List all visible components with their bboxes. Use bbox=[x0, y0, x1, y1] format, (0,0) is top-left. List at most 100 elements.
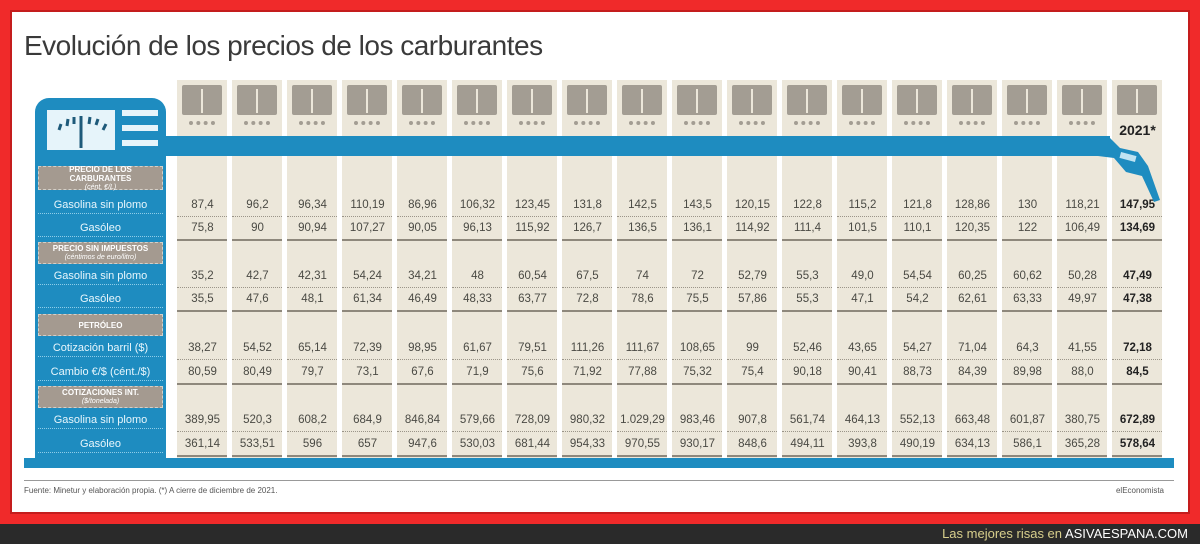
row-divider bbox=[947, 431, 997, 432]
row-divider bbox=[1057, 359, 1107, 360]
section-divider bbox=[782, 455, 832, 457]
table-cell: 907,8 bbox=[738, 414, 767, 426]
year-column bbox=[1112, 80, 1162, 458]
section-divider bbox=[672, 455, 722, 457]
section-divider bbox=[617, 455, 667, 457]
table-cell: 52,46 bbox=[793, 342, 822, 354]
section-divider bbox=[342, 455, 392, 457]
row-divider bbox=[617, 287, 667, 288]
table-cell: 84,39 bbox=[958, 366, 987, 378]
table-cell: 86,96 bbox=[408, 199, 437, 211]
row-divider bbox=[947, 216, 997, 217]
table-cell: 111,4 bbox=[793, 222, 822, 234]
table-cell: 61,34 bbox=[353, 293, 382, 305]
table-cell: 47,1 bbox=[851, 293, 874, 305]
row-divider bbox=[177, 287, 227, 288]
row-divider bbox=[892, 359, 942, 360]
row-divider bbox=[947, 287, 997, 288]
row-divider bbox=[397, 287, 447, 288]
table-cell: 48,1 bbox=[301, 293, 324, 305]
pump-digits-icon bbox=[409, 121, 435, 125]
row-divider bbox=[672, 359, 722, 360]
gauge-icon bbox=[1007, 85, 1047, 115]
pump-digits-icon bbox=[574, 121, 600, 125]
section-divider bbox=[727, 383, 777, 385]
row-divider bbox=[1002, 431, 1052, 432]
table-cell: 74 bbox=[636, 270, 649, 282]
pump-display-line bbox=[122, 125, 158, 131]
row-label: Gasolina sin plomo bbox=[38, 270, 163, 285]
section-divider bbox=[452, 239, 502, 241]
table-cell: 72 bbox=[691, 270, 704, 282]
table-cell: 533,51 bbox=[239, 438, 276, 450]
section-divider bbox=[232, 239, 282, 241]
pump-digits-icon bbox=[189, 121, 215, 125]
table-cell: 75,6 bbox=[521, 366, 544, 378]
section-title: PETRÓLEO bbox=[78, 320, 123, 330]
pump-digits-icon bbox=[849, 121, 875, 125]
section-divider bbox=[892, 455, 942, 457]
section-title: PRECIO DE LOS CARBURANTES bbox=[69, 164, 132, 183]
table-cell: 72,8 bbox=[576, 293, 599, 305]
row-divider bbox=[947, 359, 997, 360]
table-cell: 35,2 bbox=[191, 270, 214, 282]
section-divider bbox=[1002, 455, 1052, 457]
section-divider bbox=[1112, 383, 1162, 385]
table-cell: 57,86 bbox=[738, 293, 767, 305]
row-divider bbox=[452, 287, 502, 288]
table-cell: 389,95 bbox=[184, 414, 221, 426]
row-divider bbox=[342, 287, 392, 288]
section-divider bbox=[727, 239, 777, 241]
table-cell: 54,54 bbox=[903, 270, 932, 282]
row-divider bbox=[287, 359, 337, 360]
table-cell: 60,54 bbox=[518, 270, 547, 282]
table-cell: 55,3 bbox=[796, 270, 819, 282]
year-band bbox=[165, 136, 1110, 156]
table-cell: 90,18 bbox=[793, 366, 822, 378]
section-divider bbox=[947, 455, 997, 457]
gauge-icon bbox=[237, 85, 277, 115]
table-cell: 98,95 bbox=[408, 342, 437, 354]
row-divider bbox=[1002, 216, 1052, 217]
gauge-icon bbox=[732, 85, 772, 115]
section-divider bbox=[1002, 239, 1052, 241]
table-cell: 464,13 bbox=[844, 414, 881, 426]
section-divider bbox=[562, 455, 612, 457]
row-divider bbox=[617, 216, 667, 217]
watermark-site[interactable]: ASIVAESPANA.COM bbox=[1064, 526, 1188, 541]
section-divider bbox=[727, 310, 777, 312]
table-cell: 75,5 bbox=[686, 293, 709, 305]
table-cell: 72,18 bbox=[1123, 342, 1152, 354]
section-divider bbox=[947, 239, 997, 241]
row-divider bbox=[232, 216, 282, 217]
section-divider bbox=[397, 455, 447, 457]
section-divider bbox=[782, 310, 832, 312]
table-cell: 34,21 bbox=[408, 270, 437, 282]
table-cell: 601,87 bbox=[1009, 414, 1046, 426]
section-divider bbox=[1057, 455, 1107, 457]
section-unit: ($/tonelada) bbox=[81, 398, 120, 405]
section-divider bbox=[1057, 310, 1107, 312]
row-divider bbox=[727, 216, 777, 217]
table-cell: 63,77 bbox=[518, 293, 547, 305]
gauge-icon bbox=[512, 85, 552, 115]
table-cell: 490,19 bbox=[899, 438, 936, 450]
pump-display-line bbox=[122, 140, 158, 146]
table-cell: 96,34 bbox=[298, 199, 327, 211]
table-cell: 663,48 bbox=[954, 414, 991, 426]
row-divider bbox=[672, 287, 722, 288]
row-divider bbox=[562, 431, 612, 432]
row-divider bbox=[1112, 431, 1162, 432]
section-divider bbox=[947, 310, 997, 312]
table-cell: 494,11 bbox=[790, 438, 825, 450]
row-divider bbox=[562, 287, 612, 288]
table-cell: 72,39 bbox=[353, 342, 382, 354]
table-cell: 90,05 bbox=[408, 222, 437, 234]
section-divider bbox=[177, 239, 227, 241]
table-cell: 657 bbox=[357, 438, 378, 450]
table-cell: 50,28 bbox=[1068, 270, 1097, 282]
watermark-prefix: Las mejores risas en bbox=[942, 526, 1063, 541]
table-cell: 136,1 bbox=[683, 222, 712, 234]
section-divider bbox=[672, 383, 722, 385]
table-cell: 77,88 bbox=[628, 366, 657, 378]
